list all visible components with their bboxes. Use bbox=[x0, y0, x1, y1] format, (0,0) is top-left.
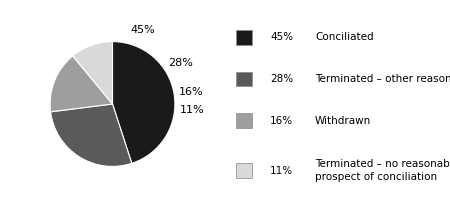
FancyBboxPatch shape bbox=[236, 113, 252, 128]
Text: Withdrawn: Withdrawn bbox=[315, 116, 371, 126]
FancyBboxPatch shape bbox=[236, 72, 252, 86]
Wedge shape bbox=[112, 42, 175, 163]
Text: 45%: 45% bbox=[130, 25, 155, 35]
Text: Terminated – no reasonable
prospect of conciliation: Terminated – no reasonable prospect of c… bbox=[315, 159, 450, 182]
Wedge shape bbox=[50, 104, 132, 166]
Wedge shape bbox=[50, 56, 112, 112]
Text: 11%: 11% bbox=[180, 105, 204, 115]
Text: Conciliated: Conciliated bbox=[315, 32, 374, 42]
FancyBboxPatch shape bbox=[236, 30, 252, 45]
Text: 16%: 16% bbox=[179, 87, 204, 97]
Text: 45%: 45% bbox=[270, 32, 293, 42]
Text: 28%: 28% bbox=[270, 74, 293, 84]
Text: 28%: 28% bbox=[169, 58, 194, 68]
FancyBboxPatch shape bbox=[236, 163, 252, 178]
Text: Terminated – other reason: Terminated – other reason bbox=[315, 74, 450, 84]
Wedge shape bbox=[73, 42, 112, 104]
Text: 11%: 11% bbox=[270, 166, 293, 176]
Text: 16%: 16% bbox=[270, 116, 293, 126]
